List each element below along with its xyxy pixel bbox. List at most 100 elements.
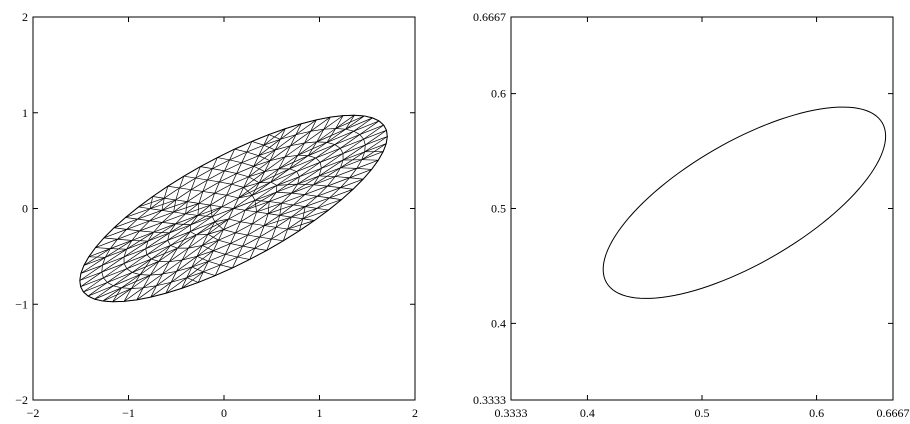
mesh-edge [123, 240, 149, 258]
mesh-edge [238, 181, 272, 199]
y-tick-label: 0.6667 [473, 10, 506, 24]
mesh-edge [223, 229, 236, 234]
mesh-edge [276, 183, 298, 193]
mesh-edge [191, 260, 209, 268]
mesh-edge [290, 142, 305, 147]
mesh-edge [138, 206, 151, 210]
mesh-edge [270, 171, 297, 183]
mesh-edge [231, 183, 244, 188]
mesh-edge [280, 123, 302, 140]
mesh-edge [186, 266, 193, 278]
mesh-edge [246, 151, 259, 157]
mesh-edge [126, 231, 154, 250]
mesh-edge [147, 232, 170, 242]
mesh-edge [175, 199, 188, 202]
mesh-edge [269, 156, 285, 162]
mesh-edge [208, 260, 221, 266]
mesh-edge [189, 224, 192, 232]
mesh-edge [200, 166, 213, 169]
mesh-edge [327, 177, 350, 187]
mesh-edge [340, 138, 364, 149]
mesh-edge [170, 245, 178, 249]
mesh-edge [279, 215, 292, 218]
mesh-edge [293, 195, 318, 206]
mesh-edge [254, 191, 277, 201]
mesh-edge [113, 218, 138, 229]
mesh-edge [202, 245, 214, 252]
plot-frame [510, 16, 894, 401]
x-tick-label: −1 [122, 406, 135, 420]
mesh-edge [217, 157, 230, 161]
mesh-edge [339, 148, 344, 154]
mesh-edge [271, 227, 277, 240]
mesh-edge [190, 177, 196, 190]
mesh-edge [132, 258, 152, 273]
mesh-edge [132, 272, 141, 275]
mesh-edge [246, 144, 264, 153]
mesh-edge [80, 271, 103, 287]
mesh-edge [137, 210, 163, 220]
mesh-edge [342, 144, 366, 161]
mesh-edge [316, 129, 325, 143]
mesh-edge [151, 258, 159, 262]
mesh-edge [179, 177, 196, 189]
mesh-edge [103, 268, 127, 279]
mesh-edge [140, 274, 151, 276]
mesh-edge [327, 176, 336, 187]
mesh-edge [228, 218, 241, 223]
mesh-edge [186, 277, 199, 283]
mesh-edge [316, 199, 342, 209]
mesh-edge [226, 194, 239, 199]
mesh-edge [271, 228, 288, 240]
x-tick-label: 0.6667 [877, 406, 910, 420]
mesh-edge [213, 243, 231, 252]
mesh-edge [321, 153, 344, 169]
mesh-edge [264, 225, 277, 228]
mesh-edge [256, 202, 282, 213]
mesh-edge [268, 134, 281, 140]
mesh-edge [304, 128, 325, 144]
mesh-edge [219, 173, 237, 183]
mesh-edge [156, 271, 177, 287]
mesh-edge [296, 157, 317, 172]
mesh-edge [202, 179, 208, 192]
mesh-edge [190, 206, 223, 226]
mesh-edge [170, 231, 191, 246]
mesh-edge [203, 264, 221, 273]
mesh-edge [105, 248, 127, 258]
mesh-edge [218, 229, 224, 241]
mesh-edge [320, 153, 344, 163]
mesh-edge [252, 223, 265, 226]
mesh-edge [326, 128, 336, 143]
mesh-edge [170, 271, 177, 283]
mesh-edge [229, 151, 247, 161]
mesh-edge [256, 211, 269, 214]
mesh-edge [290, 130, 311, 146]
mesh-edge [219, 254, 226, 266]
mesh-edge [218, 239, 231, 244]
mesh-edge [315, 157, 321, 163]
mesh-edge [287, 218, 304, 230]
mesh-edge [162, 211, 174, 223]
mesh-edge [364, 144, 366, 152]
mesh-edge [152, 196, 165, 199]
mesh-edge [329, 187, 341, 199]
mesh-edge [259, 181, 271, 184]
mesh-edge [131, 230, 140, 241]
mesh-edge [223, 221, 241, 230]
mesh-edge [353, 117, 373, 132]
mesh-edge [156, 273, 163, 286]
mesh-edge [241, 162, 254, 167]
mesh-edge [167, 224, 191, 241]
mesh-edge [101, 265, 103, 273]
mesh-edge [349, 168, 358, 178]
mesh-edge [121, 274, 141, 289]
mesh-edge [340, 151, 365, 169]
mesh-edge [185, 204, 211, 215]
mesh-edge [139, 258, 152, 275]
mesh-edge [210, 204, 223, 208]
mesh-edge [176, 266, 193, 272]
mesh-edge [177, 231, 191, 249]
mesh-edge [290, 134, 297, 146]
mesh-edge [195, 168, 213, 179]
